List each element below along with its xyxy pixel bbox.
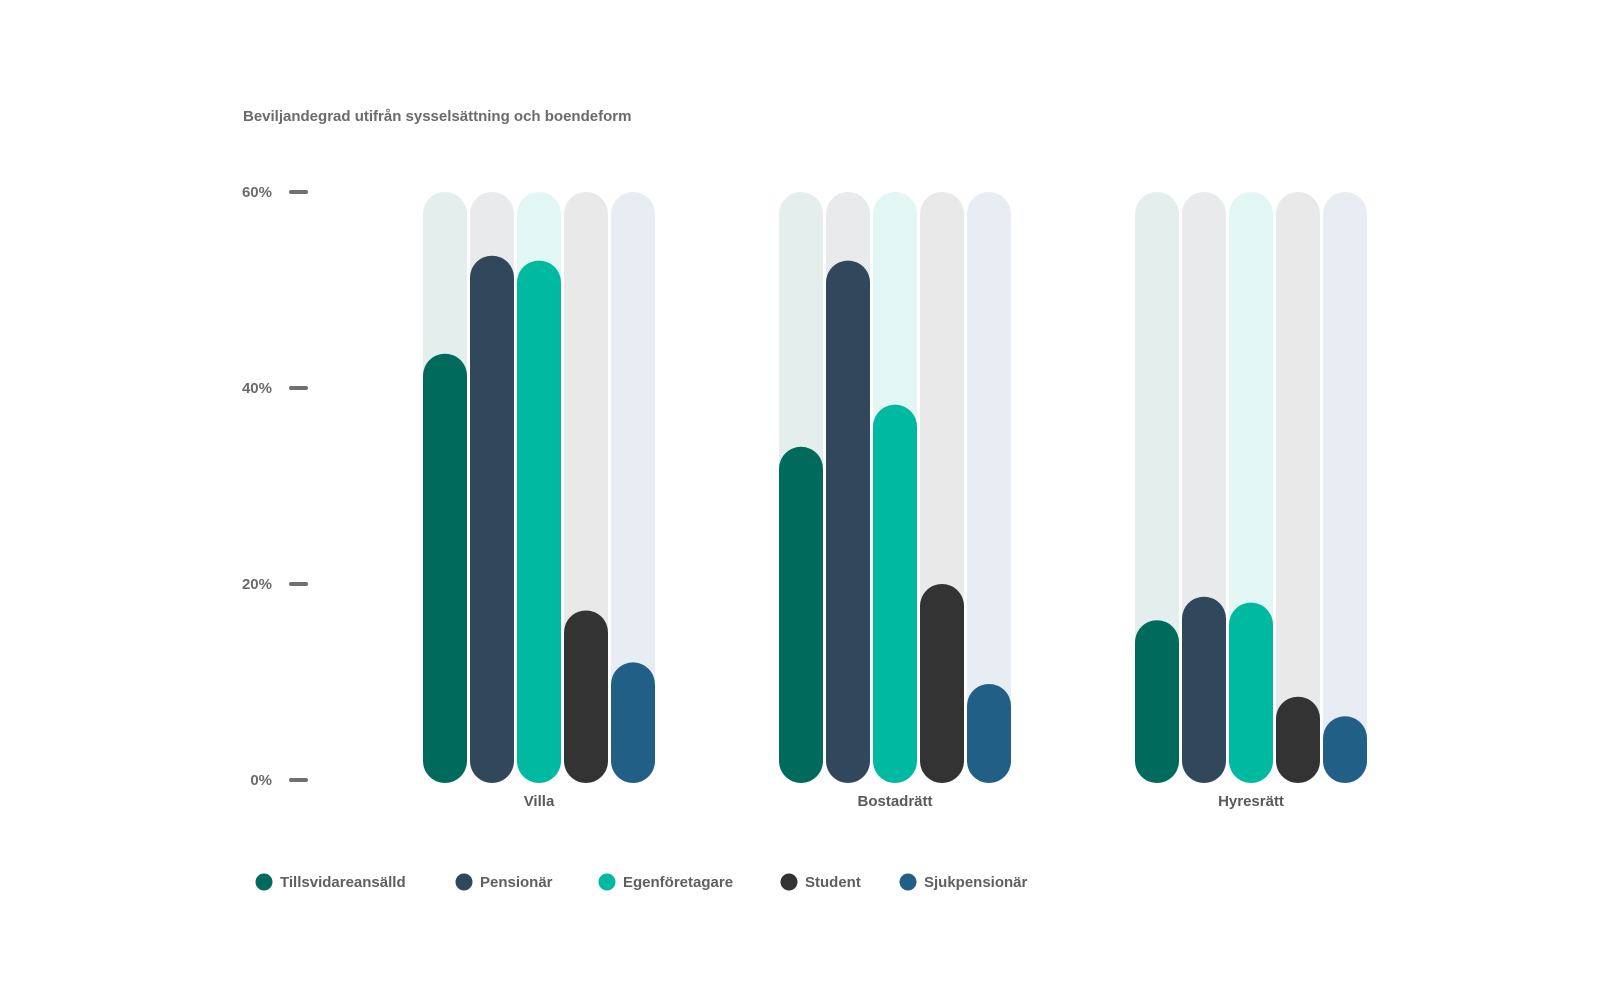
y-tick-label: 20% — [242, 576, 272, 593]
category-label: Villa — [524, 793, 555, 810]
legend-marker — [899, 873, 917, 891]
bar-tillsvidareansälld-bostadrätt — [779, 446, 823, 783]
legend-label: Pensionär — [480, 874, 553, 891]
bar-pensionär-hyresrätt — [1182, 596, 1226, 783]
chart-title: Beviljandegrad utifrån sysselsättning oc… — [243, 108, 631, 125]
legend: Tillsvidareansälld Pensionär Egenföretagar… — [255, 873, 1028, 891]
bar-pensionär-villa — [470, 255, 514, 783]
y-tick-label: 60% — [242, 184, 272, 201]
bar-tillsvidareansälld-villa — [423, 353, 467, 783]
y-tick-label: 40% — [242, 380, 272, 397]
legend-marker — [780, 873, 798, 891]
legend-marker — [455, 873, 473, 891]
bar-track — [1276, 192, 1320, 783]
category-label: Hyresrätt — [1218, 793, 1284, 810]
bar-track — [967, 192, 1011, 783]
bar-student-bostadrätt — [920, 584, 964, 783]
bar-student-hyresrätt — [1276, 696, 1320, 783]
x-axis-labels: Villa Bostadrätt Hyresrätt — [524, 793, 1284, 810]
bar-sjukpensionär-villa — [611, 662, 655, 783]
y-axis: 0% 20% 40% 60% — [242, 184, 308, 789]
legend-label: Sjukpensionär — [924, 874, 1028, 891]
bar-pensionär-bostadrätt — [826, 260, 870, 784]
legend-label: Student — [805, 874, 861, 891]
bar-track — [1323, 192, 1367, 783]
legend-marker — [598, 873, 616, 891]
bar-student-villa — [564, 610, 608, 783]
bar-tillsvidareansälld-hyresrätt — [1135, 620, 1179, 783]
legend-marker — [255, 873, 273, 891]
bars — [423, 192, 1367, 784]
legend-label: Egenföretagare — [623, 874, 733, 891]
bar-egenföretagare-bostadrätt — [873, 404, 917, 783]
bar-egenföretagare-villa — [517, 260, 561, 784]
legend-label: Tillsvidareansälld — [280, 874, 406, 891]
bar-egenföretagare-hyresrätt — [1229, 602, 1273, 783]
bar-sjukpensionär-bostadrätt — [967, 683, 1011, 783]
bar-sjukpensionär-hyresrätt — [1323, 716, 1367, 783]
category-label: Bostadrätt — [857, 793, 932, 810]
y-tick-label: 0% — [250, 772, 272, 789]
bar-track — [611, 192, 655, 783]
